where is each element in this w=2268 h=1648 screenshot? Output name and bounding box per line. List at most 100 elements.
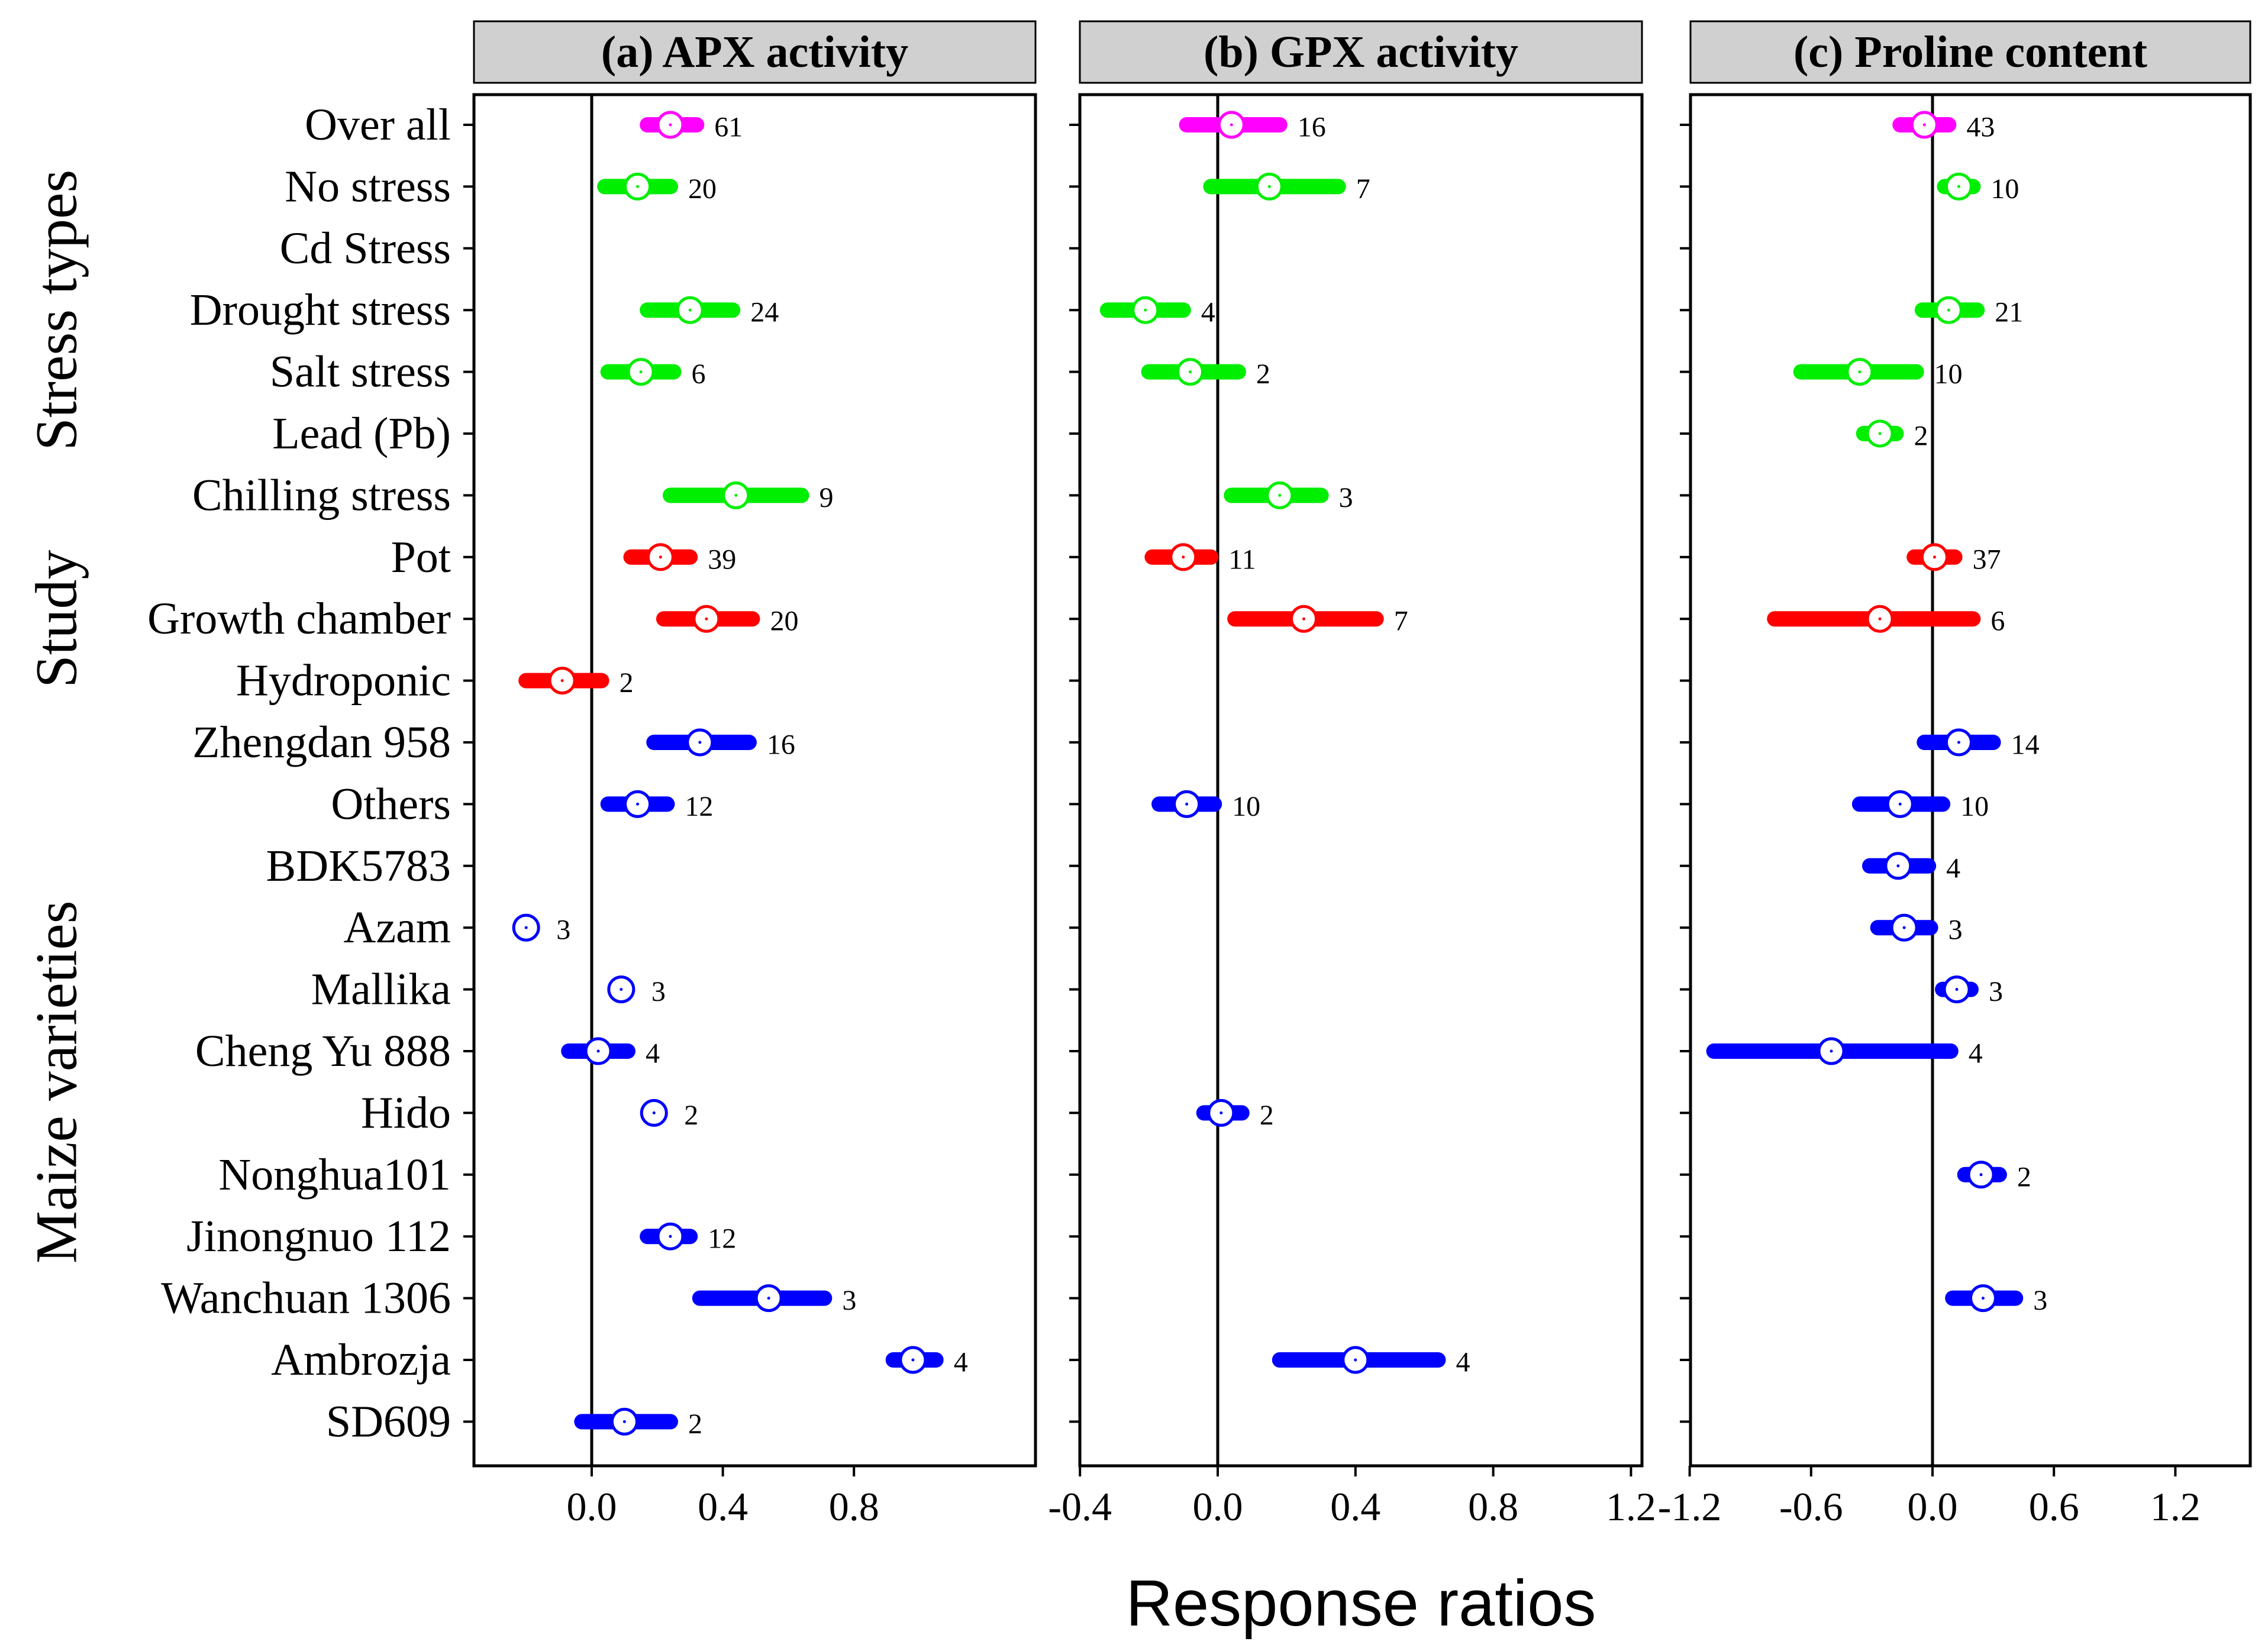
- data-point: 61: [640, 111, 743, 143]
- mean-dot: [1955, 988, 1959, 991]
- sample-size-label: 10: [1934, 358, 1963, 390]
- mean-dot: [622, 1420, 626, 1423]
- data-point: 3: [607, 975, 666, 1007]
- data-point: 4: [1706, 1037, 1983, 1069]
- sample-size-label: 21: [1995, 297, 2023, 328]
- sample-size-label: 10: [1990, 173, 2019, 205]
- data-point: 4: [1861, 852, 1960, 884]
- data-point: 2: [1957, 1161, 2031, 1193]
- mean-dot: [1957, 741, 1960, 744]
- sample-size-label: 4: [954, 1347, 968, 1378]
- data-point: 16: [646, 728, 795, 761]
- mean-dot: [1896, 864, 1900, 868]
- panel-title: (c) Proline content: [1793, 27, 2147, 77]
- mean-dot: [1933, 555, 1936, 559]
- sample-size-label: 20: [688, 173, 717, 205]
- sample-size-label: 3: [842, 1285, 856, 1316]
- mean-dot: [620, 988, 623, 991]
- mean-dot: [1830, 1049, 1833, 1053]
- data-point: 7: [1203, 172, 1370, 205]
- sample-size-label: 12: [685, 791, 713, 822]
- data-point: 12: [600, 790, 713, 822]
- row-label: Ambrozja: [271, 1335, 451, 1385]
- plot-frame: [1689, 93, 2252, 1468]
- sample-size-label: 16: [767, 729, 795, 761]
- group-labels: Stress types Study Maize varieties: [24, 170, 89, 1264]
- data-point: 4: [885, 1346, 968, 1378]
- sample-size-label: 3: [2033, 1285, 2047, 1316]
- row-label: Chilling stress: [192, 470, 451, 520]
- data-point: 10: [1793, 358, 1963, 390]
- data-point: 10: [1937, 172, 2019, 205]
- sample-size-label: 6: [1990, 606, 2005, 637]
- data-point: 39: [623, 543, 736, 575]
- mean-dot: [1188, 370, 1192, 374]
- x-tick-label: -0.4: [1048, 1484, 1112, 1529]
- data-point: 20: [597, 172, 717, 205]
- sample-size-label: 2: [1256, 358, 1270, 390]
- row-label: Cd Stress: [280, 224, 451, 273]
- mean-dot: [1230, 123, 1233, 127]
- x-tick-label: 0.0: [1193, 1484, 1243, 1529]
- data-point: 3: [512, 913, 570, 946]
- row-label: Pot: [391, 532, 451, 582]
- x-tick-label: 0.0: [1908, 1484, 1958, 1529]
- mean-dot: [1957, 185, 1960, 188]
- mean-dot: [1947, 308, 1950, 312]
- sample-size-label: 2: [1914, 421, 1928, 452]
- data-point: 9: [662, 481, 834, 513]
- sample-size-label: 4: [1201, 297, 1215, 328]
- sample-size-label: 39: [708, 544, 736, 575]
- sample-size-label: 6: [692, 358, 706, 390]
- sample-size-label: 16: [1298, 112, 1326, 143]
- data-point: 4: [561, 1037, 660, 1069]
- data-point: 21: [1914, 296, 2023, 328]
- mean-dot: [1902, 926, 1906, 929]
- x-axis-label: Response ratios: [1126, 1567, 1596, 1640]
- x-tick-label: -1.2: [1658, 1484, 1722, 1529]
- mean-dot: [767, 1297, 770, 1300]
- row-label: Jinongnuo 112: [186, 1211, 451, 1261]
- sample-size-label: 2: [2017, 1161, 2031, 1193]
- row-label: Others: [331, 779, 451, 829]
- data-point: 2: [1141, 358, 1270, 390]
- sample-size-label: 4: [1969, 1038, 1983, 1069]
- data-point: 2: [640, 1098, 698, 1131]
- row-label: Wanchuan 1306: [161, 1274, 451, 1323]
- mean-dot: [1302, 617, 1305, 621]
- row-label: Azam: [344, 903, 451, 952]
- mean-dot: [669, 1235, 672, 1238]
- mean-dot: [669, 123, 672, 127]
- mean-dot: [659, 555, 662, 559]
- data-point: 3: [1870, 913, 1963, 946]
- data-point: 2: [1196, 1098, 1274, 1131]
- panel: (b) GPX activity -0.4 0.0 0.4 0.8 1.2 16 7 4 2 3 11…: [1048, 20, 1656, 1529]
- group-label: Stress types: [24, 170, 89, 451]
- sample-size-label: 9: [820, 482, 834, 513]
- row-label: Drought stress: [190, 285, 451, 335]
- sample-size-label: 4: [1946, 852, 1960, 884]
- sample-size-label: 10: [1960, 791, 1989, 822]
- row-label: Cheng Yu 888: [195, 1026, 451, 1076]
- data-point: 4: [1272, 1346, 1470, 1378]
- sample-size-label: 37: [1973, 544, 2001, 575]
- x-tick-label: 0.6: [2029, 1484, 2079, 1529]
- sample-size-label: 61: [714, 112, 743, 143]
- mean-dot: [734, 493, 738, 497]
- mean-dot: [1267, 185, 1271, 188]
- x-tick-label: 1.2: [2150, 1484, 2201, 1529]
- x-tick-label: 0.0: [567, 1484, 617, 1529]
- mean-dot: [1878, 432, 1882, 435]
- plot-frame: [472, 93, 1037, 1468]
- data-point: 2: [574, 1407, 702, 1440]
- mean-dot: [652, 1111, 656, 1114]
- row-label: Nonghua101: [218, 1150, 451, 1200]
- data-point: 6: [1767, 605, 2005, 637]
- data-point: 20: [656, 605, 798, 637]
- panel-header: [1079, 20, 1643, 84]
- mean-dot: [524, 926, 528, 929]
- mean-dot: [639, 370, 643, 374]
- data-point: 10: [1151, 790, 1260, 822]
